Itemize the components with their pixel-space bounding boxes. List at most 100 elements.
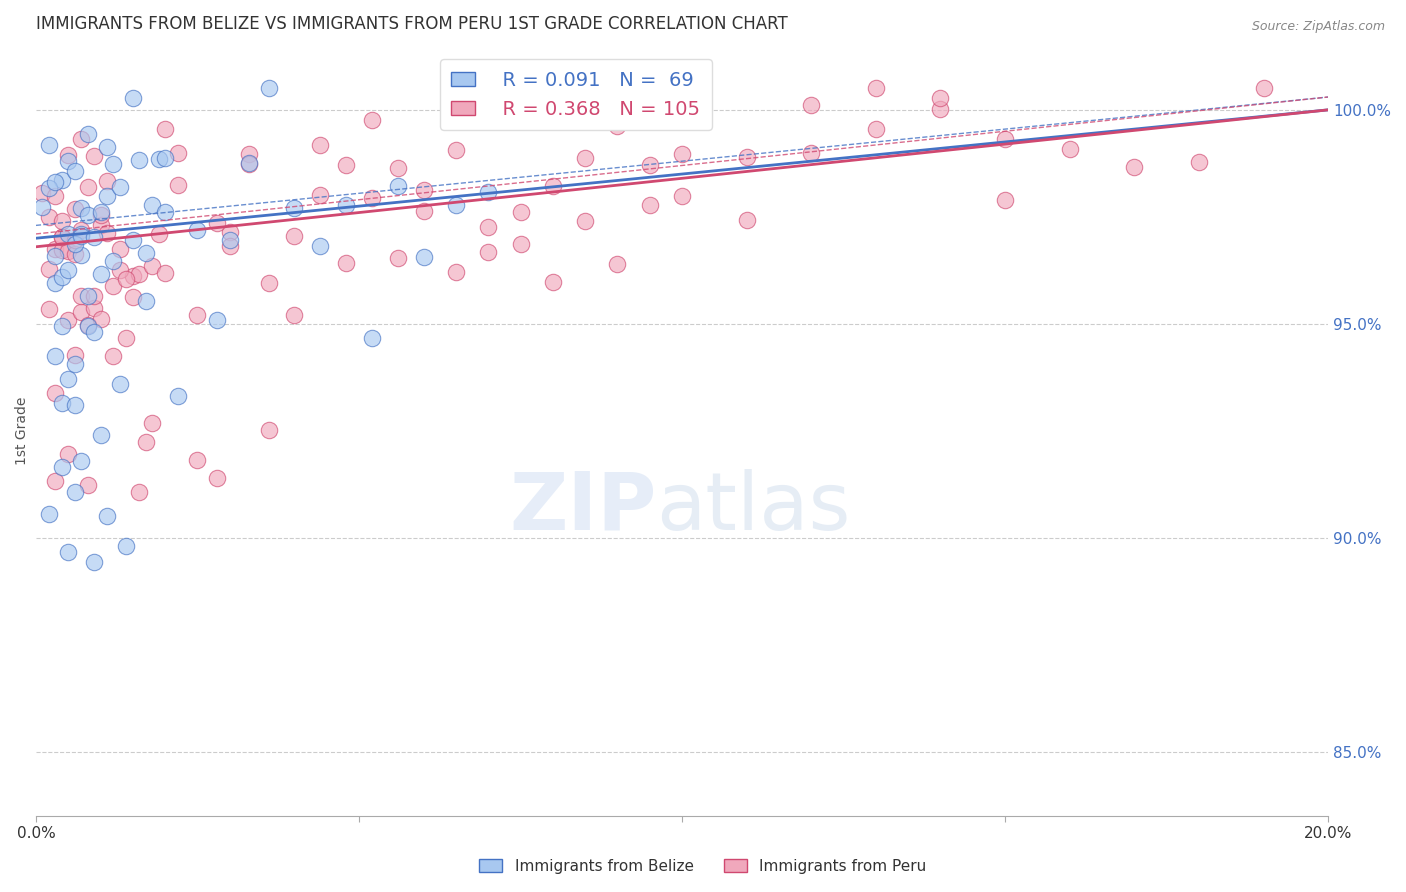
Point bbox=[167, 178, 190, 193]
Point bbox=[76, 319, 98, 334]
Point bbox=[1188, 154, 1211, 169]
Point bbox=[141, 260, 163, 274]
Point bbox=[58, 244, 80, 259]
Point bbox=[135, 434, 157, 449]
Point bbox=[412, 184, 434, 198]
Point bbox=[38, 210, 60, 224]
Point bbox=[63, 163, 86, 178]
Point bbox=[205, 216, 228, 230]
Point bbox=[412, 204, 434, 219]
Point bbox=[90, 219, 112, 233]
Point bbox=[83, 301, 105, 316]
Point bbox=[335, 255, 357, 269]
Point bbox=[735, 150, 758, 164]
Point bbox=[477, 185, 499, 199]
Point bbox=[76, 208, 98, 222]
Point bbox=[477, 220, 499, 235]
Point bbox=[128, 484, 150, 499]
Point bbox=[90, 205, 112, 219]
Point bbox=[76, 478, 98, 492]
Point bbox=[929, 90, 952, 104]
Point bbox=[865, 122, 887, 136]
Point bbox=[63, 247, 86, 261]
Point bbox=[44, 188, 66, 202]
Point bbox=[44, 242, 66, 256]
Point bbox=[283, 229, 305, 244]
Point bbox=[51, 269, 73, 284]
Point bbox=[387, 161, 409, 175]
Point bbox=[541, 275, 564, 289]
Point bbox=[309, 239, 332, 253]
Point bbox=[309, 188, 332, 202]
Point bbox=[335, 158, 357, 172]
Point bbox=[70, 227, 93, 241]
Point bbox=[38, 262, 60, 277]
Point bbox=[58, 313, 80, 327]
Point bbox=[671, 146, 693, 161]
Point bbox=[58, 154, 80, 169]
Point bbox=[70, 454, 93, 468]
Point bbox=[141, 198, 163, 212]
Point bbox=[70, 132, 93, 146]
Point bbox=[103, 349, 125, 363]
Point bbox=[63, 399, 86, 413]
Point bbox=[335, 198, 357, 212]
Point bbox=[865, 81, 887, 95]
Point bbox=[38, 181, 60, 195]
Legend: Immigrants from Belize, Immigrants from Peru: Immigrants from Belize, Immigrants from … bbox=[474, 853, 932, 880]
Point bbox=[90, 312, 112, 326]
Point bbox=[361, 191, 384, 205]
Point bbox=[167, 146, 190, 161]
Point bbox=[257, 276, 280, 290]
Point bbox=[205, 471, 228, 485]
Point bbox=[44, 349, 66, 363]
Point bbox=[638, 198, 661, 212]
Point bbox=[121, 91, 143, 105]
Point bbox=[153, 151, 176, 165]
Point bbox=[115, 272, 138, 286]
Point bbox=[115, 540, 138, 554]
Point bbox=[257, 81, 280, 95]
Point bbox=[63, 484, 86, 499]
Point bbox=[70, 288, 93, 302]
Point bbox=[51, 396, 73, 410]
Point bbox=[90, 208, 112, 222]
Point bbox=[800, 98, 823, 112]
Point bbox=[103, 278, 125, 293]
Point bbox=[361, 113, 384, 128]
Legend:   R = 0.091   N =  69,   R = 0.368   N = 105: R = 0.091 N = 69, R = 0.368 N = 105 bbox=[440, 59, 711, 130]
Point bbox=[606, 257, 628, 271]
Point bbox=[108, 242, 131, 256]
Point bbox=[135, 245, 157, 260]
Point bbox=[1253, 81, 1275, 95]
Point bbox=[63, 348, 86, 362]
Y-axis label: 1st Grade: 1st Grade bbox=[15, 397, 30, 465]
Point bbox=[51, 229, 73, 244]
Text: Source: ZipAtlas.com: Source: ZipAtlas.com bbox=[1251, 20, 1385, 33]
Point bbox=[63, 357, 86, 371]
Point bbox=[1059, 141, 1081, 155]
Point bbox=[44, 386, 66, 401]
Point bbox=[70, 229, 93, 244]
Point bbox=[44, 276, 66, 290]
Point bbox=[205, 313, 228, 327]
Text: IMMIGRANTS FROM BELIZE VS IMMIGRANTS FROM PERU 1ST GRADE CORRELATION CHART: IMMIGRANTS FROM BELIZE VS IMMIGRANTS FRO… bbox=[37, 15, 787, 33]
Point bbox=[58, 545, 80, 559]
Point bbox=[238, 157, 260, 171]
Point bbox=[387, 179, 409, 194]
Point bbox=[83, 555, 105, 569]
Point bbox=[83, 325, 105, 339]
Point bbox=[671, 188, 693, 202]
Point bbox=[38, 507, 60, 521]
Point bbox=[283, 309, 305, 323]
Point bbox=[574, 214, 596, 228]
Point bbox=[108, 179, 131, 194]
Point bbox=[58, 447, 80, 461]
Point bbox=[121, 290, 143, 304]
Point bbox=[44, 249, 66, 263]
Point bbox=[83, 288, 105, 302]
Point bbox=[70, 305, 93, 319]
Point bbox=[63, 236, 86, 251]
Point bbox=[735, 212, 758, 227]
Point bbox=[186, 309, 208, 323]
